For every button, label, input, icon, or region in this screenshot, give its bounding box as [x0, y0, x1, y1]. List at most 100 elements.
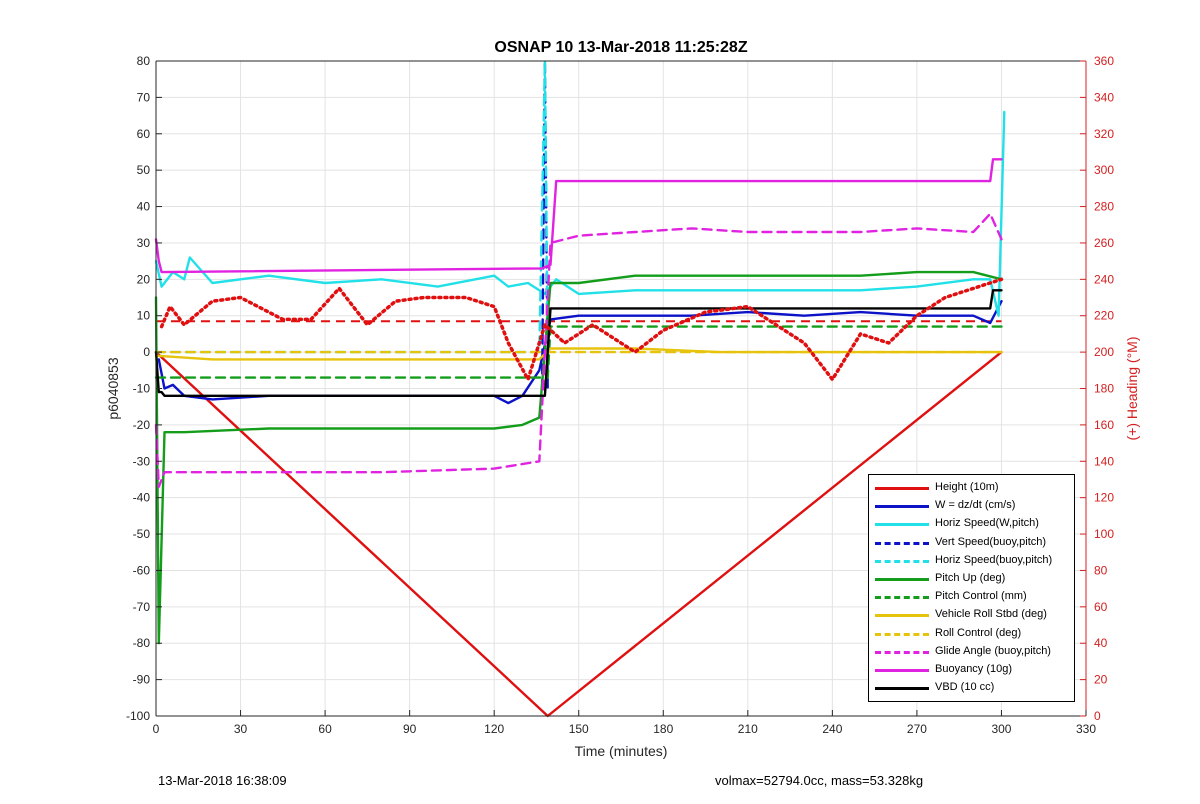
legend-swatch [875, 523, 929, 527]
legend-item: Horiz Speed(buoy,pitch) [869, 552, 1074, 570]
footer-timestamp: 13-Mar-2018 16:38:09 [158, 773, 287, 788]
y-tick-label-right: 360 [1094, 54, 1114, 68]
legend-label: Buoyancy (10g) [935, 663, 1013, 675]
y-tick-label: -10 [133, 382, 151, 396]
legend-item: VBD (10 cc) [869, 679, 1074, 697]
legend-item: Vehicle Roll Stbd (deg) [869, 606, 1074, 624]
legend-swatch [875, 559, 929, 563]
y-tick-label-right: 260 [1094, 236, 1114, 250]
legend-swatch [875, 541, 929, 545]
x-tick-label: 0 [153, 722, 160, 736]
y-tick-label-right: 340 [1094, 90, 1114, 104]
legend: Height (10m) W = dz/dt (cm/s) Horiz Speed(… [868, 474, 1075, 702]
y-tick-label: 50 [137, 163, 151, 177]
y-tick-label: 20 [137, 272, 151, 286]
series-line-5 [154, 270, 1003, 645]
series-line-2 [154, 110, 1006, 317]
x-tick-label: 90 [403, 722, 417, 736]
legend-label: Pitch Control (mm) [935, 590, 1027, 603]
y-tick-label-right: 140 [1094, 454, 1114, 468]
x-tick-label: 180 [653, 722, 673, 736]
y-tick-label: -30 [133, 454, 151, 468]
x-tick-label: 210 [738, 722, 758, 736]
y-tick-label-right: 180 [1094, 382, 1114, 396]
legend-label: Glide Angle (buoy,pitch) [935, 644, 1051, 657]
y-tick-label: 80 [137, 54, 151, 68]
legend-swatch [875, 596, 929, 600]
y-tick-label-right: 0 [1094, 709, 1101, 723]
y-tick-label: -60 [133, 563, 151, 577]
legend-swatch [875, 487, 929, 490]
y-tick-label-right: 80 [1094, 563, 1108, 577]
x-axis-label: Time (minutes) [575, 743, 668, 759]
series-line-11 [154, 289, 1003, 397]
footer-info: volmax=52794.0cc, mass=53.328kg [715, 773, 924, 788]
x-tick-label: 60 [318, 722, 332, 736]
legend-item: Horiz Speed(W,pitch) [869, 515, 1074, 533]
y-tick-label-right: 20 [1094, 673, 1108, 687]
legend-swatch [875, 650, 929, 654]
y-tick-label: -100 [126, 709, 150, 723]
series-line-10 [154, 158, 1003, 274]
legend-label: Horiz Speed(W,pitch) [935, 517, 1039, 530]
legend-swatch [875, 505, 929, 509]
legend-label: W = dz/dt (cm/s) [935, 499, 1016, 512]
legend-swatch [875, 687, 929, 691]
y-tick-label: 70 [137, 90, 151, 104]
x-tick-label: 270 [907, 722, 927, 736]
y-tick-label: -20 [133, 418, 151, 432]
y-tick-label-right: 200 [1094, 345, 1114, 359]
legend-label: Horiz Speed(buoy,pitch) [935, 553, 1053, 566]
series-line-9 [154, 212, 1003, 488]
y-tick-label-right: 100 [1094, 527, 1114, 541]
legend-label: Roll Control (deg) [935, 626, 1022, 639]
y-tick-label: 40 [137, 200, 151, 214]
legend-item: Roll Control (deg) [869, 625, 1074, 643]
y-tick-label: -40 [133, 491, 151, 505]
y-tick-label-right: 280 [1094, 200, 1114, 214]
legend-label: VBD (10 cc) [935, 681, 995, 694]
legend-item: Buoyancy (10g) [869, 661, 1074, 679]
legend-item: Height (10m) [869, 479, 1074, 497]
y-tick-label-right: 240 [1094, 272, 1114, 286]
legend-item: Vert Speed(buoy,pitch) [869, 534, 1074, 552]
y-tick-label-right: 120 [1094, 491, 1114, 505]
chart-title: OSNAP 10 13-Mar-2018 11:25:28Z [494, 39, 747, 56]
y-axis-label: p6040853 [105, 357, 121, 420]
y-tick-label: -80 [133, 636, 151, 650]
legend-swatch [875, 614, 929, 618]
y-tick-label-right: 320 [1094, 127, 1114, 141]
y-tick-label: -90 [133, 673, 151, 687]
x-tick-label: 300 [991, 722, 1011, 736]
legend-item: Glide Angle (buoy,pitch) [869, 643, 1074, 661]
y-tick-label-right: 60 [1094, 600, 1108, 614]
y-tick-label-right: 40 [1094, 636, 1108, 650]
y-tick-label: 10 [137, 309, 151, 323]
legend-label: Pitch Up (deg) [935, 572, 1006, 584]
y-tick-label: 60 [137, 127, 151, 141]
y-tick-label: -70 [133, 600, 151, 614]
x-tick-label: 120 [484, 722, 504, 736]
y-tick-label: 0 [143, 345, 150, 359]
legend-item: Pitch Up (deg) [869, 570, 1074, 588]
series-line-1 [157, 300, 1003, 405]
series-line-12 [159, 277, 1004, 382]
x-tick-label: 330 [1076, 722, 1096, 736]
legend-label: Vehicle Roll Stbd (deg) [935, 608, 1047, 621]
legend-swatch [875, 669, 929, 672]
legend-item: W = dz/dt (cm/s) [869, 497, 1074, 515]
legend-item: Pitch Control (mm) [869, 588, 1074, 606]
y-tick-label-right: 160 [1094, 418, 1114, 432]
y-tick-label: 30 [137, 236, 151, 250]
y-tick-label-right: 220 [1094, 309, 1114, 323]
legend-label: Vert Speed(buoy,pitch) [935, 535, 1047, 548]
legend-swatch [875, 578, 929, 581]
legend-label: Height (10m) [935, 481, 999, 493]
y-tick-label-right: 300 [1094, 163, 1114, 177]
y-axis-label-right: (+) Heading (°M) [1124, 336, 1140, 440]
x-tick-label: 30 [234, 722, 248, 736]
legend-swatch [875, 632, 929, 636]
y-tick-label: -50 [133, 527, 151, 541]
x-tick-label: 240 [822, 722, 842, 736]
